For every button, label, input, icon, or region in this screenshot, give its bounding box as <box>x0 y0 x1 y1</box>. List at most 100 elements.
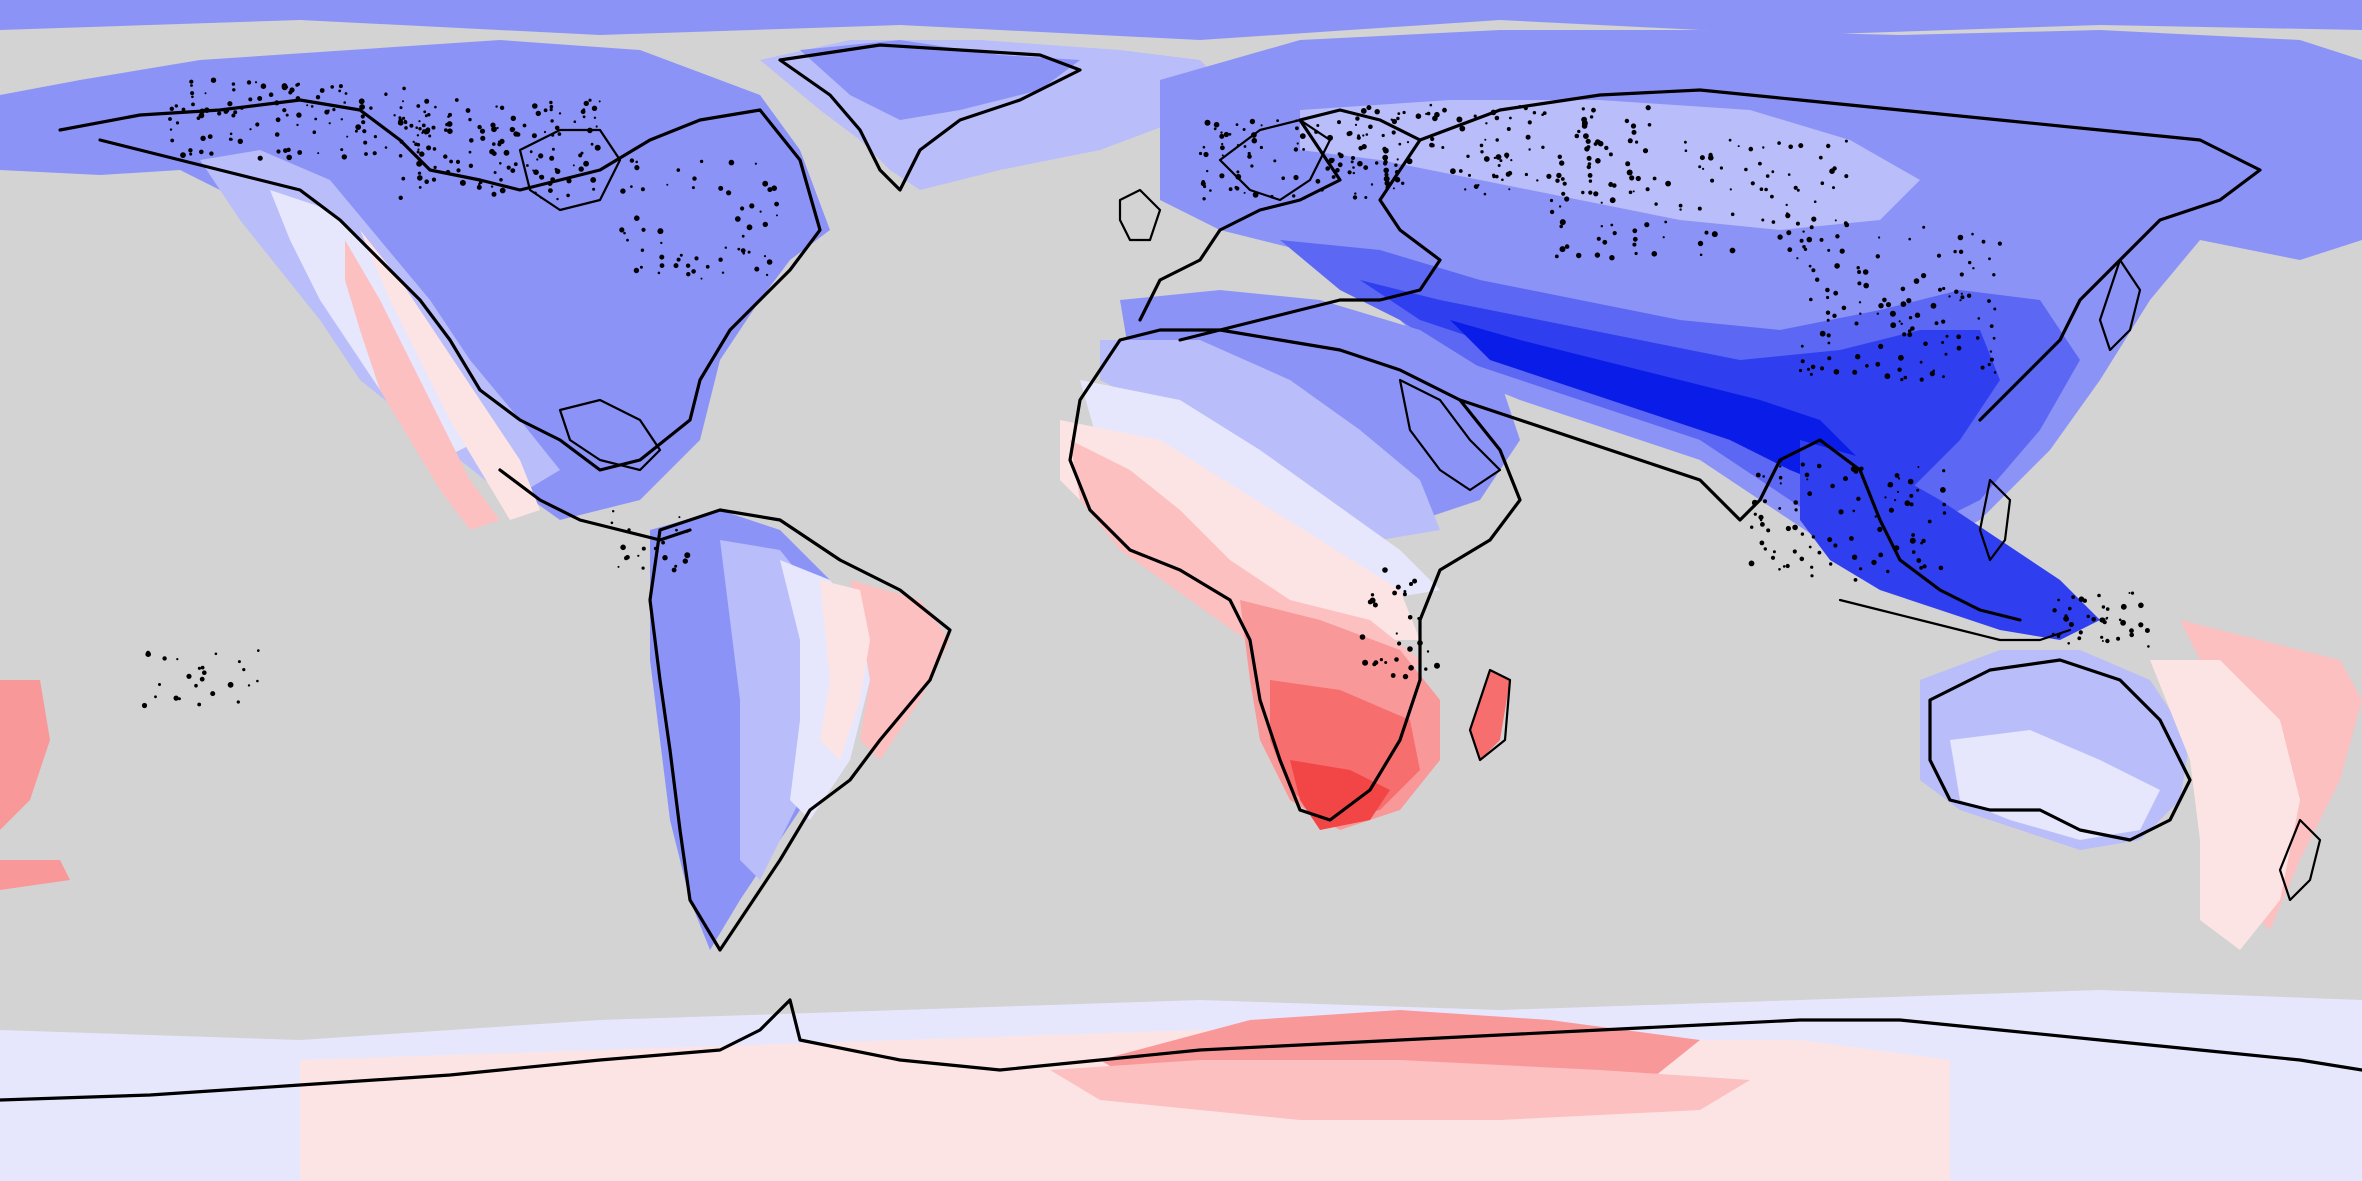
island-dot <box>249 128 252 131</box>
island-dot <box>1819 366 1825 371</box>
island-dot <box>1829 168 1835 174</box>
west-africa-shading-pink <box>1060 420 1420 640</box>
island-dot <box>306 104 309 107</box>
island-dot <box>582 115 586 119</box>
island-dot <box>1819 237 1824 242</box>
island-dot <box>1450 168 1456 175</box>
island-dot <box>191 102 195 107</box>
island-dot <box>468 117 472 122</box>
island-dot <box>476 184 482 190</box>
island-dot <box>503 149 510 156</box>
island-dot <box>1273 159 1277 163</box>
island-dot <box>1381 133 1385 138</box>
island-dot <box>1921 538 1926 544</box>
island-dot <box>1809 372 1813 376</box>
island-dot <box>1382 146 1387 152</box>
island-dot <box>1202 145 1206 149</box>
island-dot <box>700 277 703 280</box>
island-dot <box>1871 559 1877 566</box>
island-dot <box>1559 219 1566 226</box>
island-dot <box>1771 170 1775 174</box>
island-dot <box>1494 115 1500 121</box>
island-dot <box>2052 608 2057 613</box>
island-dot <box>1359 634 1366 640</box>
island-dot <box>399 106 403 110</box>
island-dot <box>583 100 589 107</box>
island-dot <box>1938 287 1942 292</box>
island-dot <box>629 158 635 163</box>
island-dot <box>626 238 629 242</box>
island-dot <box>1748 146 1754 152</box>
island-dot <box>533 169 539 175</box>
island-dot <box>1889 310 1896 317</box>
island-dot <box>1953 249 1957 254</box>
island-dot <box>418 120 421 123</box>
island-dot <box>1506 127 1511 131</box>
island-dot <box>685 263 691 268</box>
island-dot <box>1477 184 1480 187</box>
island-dot <box>1993 371 1997 374</box>
island-dot <box>1588 190 1593 195</box>
island-dot <box>412 140 415 144</box>
island-dot <box>499 105 505 111</box>
island-dot <box>286 154 293 161</box>
north-africa-shading-0 <box>1100 340 1440 540</box>
island-dot <box>1384 661 1388 664</box>
island-dot <box>1762 146 1765 149</box>
island-dot <box>296 123 299 127</box>
island-dot <box>765 273 769 277</box>
island-dot <box>416 134 420 137</box>
island-dot <box>1770 194 1774 199</box>
island-dot <box>762 221 768 228</box>
island-dot <box>1808 264 1812 268</box>
island-dot <box>1412 578 1418 584</box>
island-dot <box>1977 317 1981 320</box>
island-dot <box>1834 219 1837 222</box>
coastline-north-america <box>58 98 822 472</box>
island-dot <box>1221 154 1224 157</box>
island-dot <box>200 665 205 670</box>
island-dot <box>535 110 541 117</box>
island-dot <box>480 135 486 141</box>
island-dot <box>162 656 167 661</box>
island-dot <box>248 97 253 102</box>
island-dot <box>510 168 516 174</box>
coastline-gulf-of-mexico <box>558 398 662 472</box>
island-dot <box>358 98 365 105</box>
island-dot <box>1751 499 1758 506</box>
island-dot <box>1459 125 1466 132</box>
island-dot <box>276 149 281 154</box>
island-dot <box>1907 478 1914 485</box>
island-dot <box>674 564 678 568</box>
island-dot <box>1771 220 1776 224</box>
island-dot <box>1981 239 1986 244</box>
island-dot <box>1878 303 1884 309</box>
island-dot <box>1588 179 1593 183</box>
island-dot <box>2056 634 2061 638</box>
island-dot <box>1466 154 1470 158</box>
island-dot <box>176 658 179 661</box>
coastline-japan <box>2098 258 2142 352</box>
island-dot <box>1826 333 1831 338</box>
island-dot <box>169 106 174 112</box>
sahel-shading-white <box>1080 380 1440 600</box>
island-dot <box>402 116 406 120</box>
island-dot <box>1922 225 1926 229</box>
island-dot <box>1426 650 1430 653</box>
island-dot <box>1554 254 1559 259</box>
island-dot <box>543 108 548 113</box>
island-dot <box>573 120 577 123</box>
island-dot <box>526 164 529 167</box>
island-dot <box>1906 298 1912 304</box>
island-dot <box>2102 620 2107 625</box>
island-dot <box>226 110 230 113</box>
island-dot <box>1362 134 1365 137</box>
island-dot <box>1838 509 1844 515</box>
island-dot <box>1827 248 1831 252</box>
island-dot <box>1762 475 1765 478</box>
island-dot <box>1809 225 1814 230</box>
island-dot <box>549 100 553 105</box>
island-dot <box>641 546 646 551</box>
island-dot <box>1662 236 1665 239</box>
